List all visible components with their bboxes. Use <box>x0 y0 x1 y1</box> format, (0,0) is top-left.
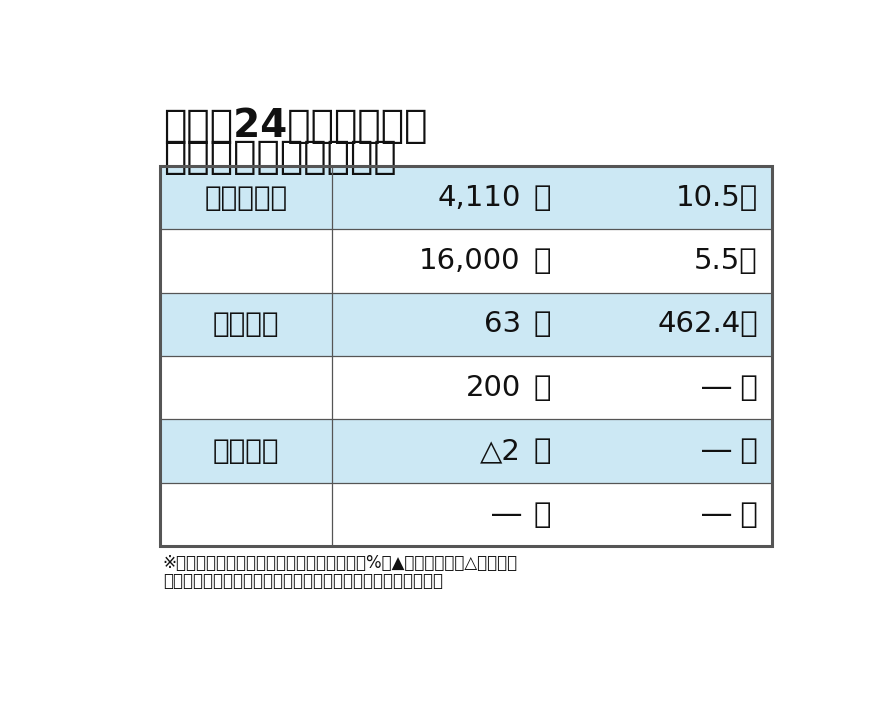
Text: 16,000: 16,000 <box>419 247 521 275</box>
Text: 営業利益: 営業利益 <box>213 310 279 338</box>
Bar <box>161 356 772 420</box>
Text: ※単位：億円、カッコ内は前年同期比増減率%。▲はマイナス、△は損失、: ※単位：億円、カッコ内は前年同期比増減率%。▲はマイナス、△は損失、 <box>163 554 518 572</box>
Bar <box>161 166 772 546</box>
Bar <box>161 166 772 546</box>
Text: （: （ <box>534 437 552 465</box>
Bar <box>161 230 772 293</box>
Text: 10.5）: 10.5） <box>675 183 758 211</box>
Text: 200: 200 <box>466 373 521 402</box>
Text: 当期利益: 当期利益 <box>213 437 279 465</box>
Bar <box>161 483 772 546</box>
Text: （: （ <box>534 501 552 529</box>
Text: ―: ― <box>492 501 521 529</box>
Bar <box>161 420 772 483</box>
Text: ― ）: ― ） <box>702 437 758 465</box>
Text: ― ）: ― ） <box>702 373 758 402</box>
Text: 日野の24年４～６月期: 日野の24年４～６月期 <box>163 107 427 145</box>
Text: （: （ <box>534 247 552 275</box>
Text: －は比較なし、または非開示。上段：実績、下段：通期予想: －は比較なし、または非開示。上段：実績、下段：通期予想 <box>163 572 443 590</box>
Text: 5.5）: 5.5） <box>694 247 758 275</box>
Text: △2: △2 <box>480 437 521 465</box>
Text: ― ）: ― ） <box>702 501 758 529</box>
Text: （: （ <box>534 310 552 338</box>
Text: 4,110: 4,110 <box>438 183 521 211</box>
Text: 462.4）: 462.4） <box>657 310 758 338</box>
Text: 連結決算と通期見通し: 連結決算と通期見通し <box>163 138 397 176</box>
Text: （: （ <box>534 183 552 211</box>
Text: （: （ <box>534 373 552 402</box>
Text: 63: 63 <box>484 310 521 338</box>
Bar <box>161 166 772 230</box>
Bar <box>161 293 772 356</box>
Text: 売　上　高: 売 上 高 <box>205 183 288 211</box>
